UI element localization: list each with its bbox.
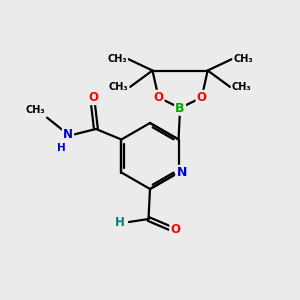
Text: CH₃: CH₃ bbox=[232, 82, 251, 92]
Text: H: H bbox=[57, 143, 65, 153]
Text: CH₃: CH₃ bbox=[109, 82, 128, 92]
Text: O: O bbox=[197, 91, 207, 104]
Text: CH₃: CH₃ bbox=[107, 53, 127, 64]
Text: CH₃: CH₃ bbox=[26, 105, 46, 115]
Text: O: O bbox=[170, 223, 181, 236]
Text: N: N bbox=[176, 166, 187, 179]
Text: H: H bbox=[115, 215, 124, 229]
Text: O: O bbox=[88, 91, 98, 104]
Text: CH₃: CH₃ bbox=[233, 53, 253, 64]
Text: B: B bbox=[175, 101, 185, 115]
Text: N: N bbox=[63, 128, 73, 141]
Text: O: O bbox=[154, 91, 164, 104]
